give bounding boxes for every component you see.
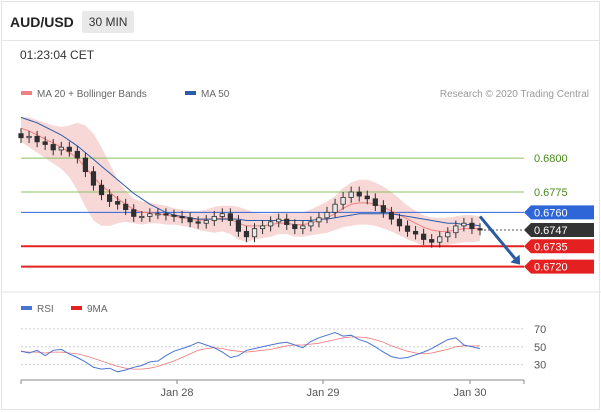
candle <box>308 216 314 232</box>
level-tag-0.6760 <box>524 205 594 220</box>
candle <box>123 198 129 216</box>
candle <box>276 213 282 228</box>
candle <box>388 206 395 225</box>
rsi-ma9-line <box>20 336 480 370</box>
candle <box>227 208 233 226</box>
candle <box>66 141 72 157</box>
candle <box>219 208 225 222</box>
candle <box>187 212 193 228</box>
candle <box>50 139 56 156</box>
rsi-legend-label-2: 9MA <box>87 304 108 315</box>
candle <box>98 179 105 201</box>
candle <box>211 211 217 226</box>
rsi-tick-50: 50 <box>534 342 546 354</box>
header-divider <box>2 40 599 41</box>
candle <box>316 212 322 228</box>
candle <box>453 220 459 239</box>
candle <box>461 217 467 232</box>
level-tag-text-0.6720: 0.6720 <box>534 262 568 274</box>
level-tag-text-0.6735: 0.6735 <box>534 241 568 253</box>
rsi-tick-30: 30 <box>534 360 546 372</box>
candle <box>292 219 298 235</box>
candle <box>163 208 169 221</box>
level-tag-text-0.6747: 0.6747 <box>534 225 568 237</box>
level-label-0.6800: 0.6800 <box>534 153 568 165</box>
candle <box>26 130 32 144</box>
candle <box>380 200 386 218</box>
candle <box>324 206 330 224</box>
level-tag-0.6720 <box>524 259 594 274</box>
rsi-legend-label-1: RSI <box>37 304 54 315</box>
candle <box>348 186 354 203</box>
candle <box>139 211 145 222</box>
candle <box>259 220 266 235</box>
symbol-title: AUD/USD <box>10 14 74 30</box>
candle <box>340 192 346 210</box>
x-axis-label-3: Jan 30 <box>453 387 486 399</box>
rsi-legend-swatch-1 <box>21 306 32 310</box>
ma20-line <box>20 127 480 232</box>
candle <box>429 234 435 248</box>
candle <box>147 208 153 222</box>
candle <box>74 145 80 164</box>
candle <box>34 130 40 148</box>
rsi-tick-70: 70 <box>534 324 546 336</box>
candle <box>115 196 121 210</box>
candle <box>235 215 242 237</box>
credit-text: Research © 2020 Trading Central <box>440 89 589 100</box>
candle <box>445 227 451 243</box>
level-tag-0.6735 <box>524 239 594 254</box>
x-axis-label-2: Jan 29 <box>306 387 339 399</box>
candle <box>42 136 48 150</box>
forecast-arrow-icon <box>478 215 521 265</box>
candle <box>300 220 306 235</box>
bollinger-band-area <box>21 117 480 248</box>
candle <box>268 216 274 232</box>
candle <box>332 198 338 218</box>
candle <box>131 204 137 222</box>
legend-swatch-2 <box>185 91 196 95</box>
legend-label-1: MA 20 + Bollinger Bands <box>37 89 147 100</box>
candle <box>251 223 258 243</box>
candle <box>364 190 370 205</box>
candle <box>437 231 443 248</box>
x-axis-label-1: Jan 28 <box>160 387 193 399</box>
timestamp: 01:23:04 CET <box>20 48 95 62</box>
candle <box>195 216 201 229</box>
candle <box>356 186 362 202</box>
candle <box>284 213 290 230</box>
timeframe-badge[interactable]: 30 MIN <box>81 11 135 33</box>
candle <box>203 215 209 229</box>
candle <box>243 225 250 243</box>
candle <box>179 211 185 224</box>
candle <box>421 228 427 245</box>
candle <box>412 225 419 240</box>
header: AUD/USD 30 MIN <box>10 11 135 33</box>
candle <box>18 128 24 144</box>
rsi-line <box>20 331 481 373</box>
candle <box>404 220 411 237</box>
level-tag-0.6747 <box>524 223 594 237</box>
candle <box>469 217 475 235</box>
level-label-0.6775: 0.6775 <box>534 187 568 199</box>
candle <box>82 152 89 178</box>
candle <box>396 213 403 232</box>
legend-swatch-1 <box>21 91 32 95</box>
candle <box>90 166 97 191</box>
candle <box>372 193 378 211</box>
legend-label-2: MA 50 <box>201 89 230 100</box>
ma50-line <box>20 116 481 227</box>
candle <box>106 189 113 207</box>
candle <box>58 141 64 156</box>
candle <box>155 208 161 220</box>
level-tag-text-0.6760: 0.6760 <box>534 207 568 219</box>
rsi-legend-swatch-2 <box>71 306 82 310</box>
candle <box>477 223 483 236</box>
candle <box>171 209 177 222</box>
